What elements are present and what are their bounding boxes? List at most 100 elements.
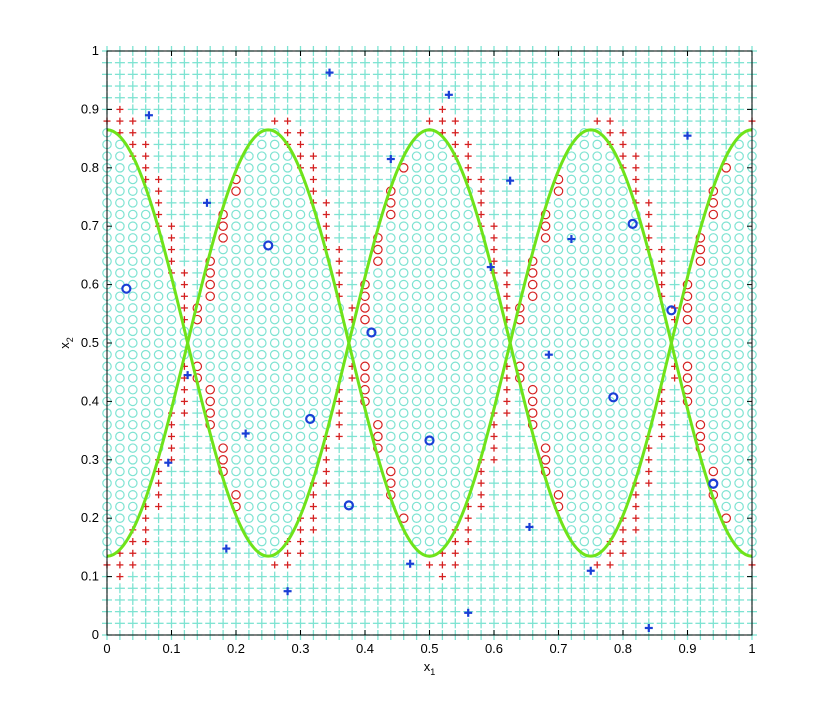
grid-circle-mark — [244, 244, 254, 255]
grid-circle-mark — [256, 478, 267, 488]
grid-circle-mark — [411, 349, 422, 360]
grid-circle-mark — [398, 233, 409, 243]
grid-circle-mark — [437, 151, 448, 161]
grid-circle-mark — [566, 291, 577, 302]
grid-circle-mark — [424, 174, 435, 185]
grid-circle-mark — [128, 408, 138, 418]
grid-circle-mark — [411, 478, 422, 488]
grid-circle-mark — [115, 139, 125, 150]
grid-circle-mark — [605, 244, 615, 255]
grid-circle-mark — [592, 501, 602, 512]
grid-circle-mark — [682, 326, 693, 337]
grid-circle-mark — [540, 408, 551, 418]
grid-circle-mark — [360, 303, 370, 313]
grid-circle-mark — [708, 466, 719, 477]
grid-circle-mark — [218, 233, 228, 243]
grid-circle-mark — [540, 431, 551, 442]
grid-circle-mark — [373, 361, 383, 372]
grid-circle-mark — [244, 408, 254, 418]
grid-circle-mark — [708, 338, 719, 348]
grid-circle-mark — [269, 384, 280, 395]
grid-circle-mark — [592, 536, 602, 547]
grid-circle-mark — [605, 163, 615, 173]
grid-circle-mark — [128, 478, 138, 488]
grid-circle-mark — [140, 349, 151, 360]
grid-circle-mark — [734, 338, 744, 348]
grid-circle-mark — [437, 314, 448, 325]
grid-circle-mark — [385, 373, 396, 383]
grid-circle-mark — [115, 454, 125, 465]
grid-circle-mark — [450, 361, 461, 372]
grid-circle-mark — [527, 384, 538, 395]
grid-circle-mark — [476, 338, 486, 348]
sample-circle — [608, 392, 619, 403]
grid-circle-mark — [218, 396, 228, 407]
x-tick-label: 0.5 — [420, 641, 438, 656]
grid-circle-mark — [631, 268, 641, 278]
grid-circle-mark — [321, 314, 332, 325]
grid-circle-mark — [592, 174, 602, 185]
grid-circle-mark — [424, 501, 435, 512]
grid-circle-mark — [450, 478, 461, 488]
grid-circle-mark — [579, 221, 590, 231]
grid-circle-mark — [398, 501, 409, 512]
grid-circle-mark — [256, 513, 267, 523]
grid-circle-mark — [463, 221, 473, 231]
grid-circle-mark — [579, 443, 590, 453]
grid-circle-mark — [398, 244, 409, 255]
grid-circle-mark — [411, 373, 422, 383]
grid-circle-mark — [553, 268, 564, 278]
grid-circle-mark — [295, 314, 306, 325]
grid-circle-mark — [269, 314, 280, 325]
grid-circle-mark — [128, 174, 138, 185]
grid-circle-mark — [424, 233, 435, 243]
grid-circle-mark — [605, 361, 615, 372]
grid-circle-mark — [411, 279, 422, 290]
grid-circle-mark — [592, 349, 602, 360]
grid-circle-mark — [566, 244, 577, 255]
grid-circle-mark — [373, 256, 383, 267]
grid-circle-mark — [308, 268, 319, 278]
grid-circle-mark — [450, 501, 461, 512]
grid-circle-mark — [231, 490, 241, 500]
grid-circle-mark — [566, 478, 577, 488]
grid-circle-mark — [140, 303, 151, 313]
grid-circle-mark — [269, 349, 280, 360]
grid-circle-mark — [128, 419, 138, 430]
grid-circle-mark — [476, 384, 486, 395]
grid-circle-mark — [605, 291, 615, 302]
grid-circle-mark — [398, 443, 409, 453]
grid-circle-mark — [476, 314, 486, 325]
grid-circle-mark — [579, 314, 590, 325]
grid-circle-mark — [527, 279, 538, 290]
grid-circle-mark — [553, 419, 564, 430]
grid-circle-mark — [321, 279, 332, 290]
grid-circle-mark — [269, 198, 280, 208]
grid-circle-mark — [282, 209, 293, 220]
sample-circle — [666, 305, 677, 316]
grid-circle-mark — [437, 419, 448, 430]
grid-circle-mark — [256, 139, 267, 150]
grid-circle-mark — [128, 466, 138, 477]
grid-circle-mark — [708, 431, 719, 442]
grid-circle-mark — [256, 361, 267, 372]
grid-circle-mark — [282, 338, 293, 348]
grid-circle-mark — [437, 326, 448, 337]
grid-circle-mark — [295, 221, 306, 231]
grid-circle-mark — [605, 151, 615, 161]
grid-circle-mark — [424, 466, 435, 477]
grid-circle-mark — [579, 198, 590, 208]
grid-circle-mark — [424, 373, 435, 383]
decision-boundary — [106, 128, 753, 558]
grid-circle-mark — [244, 256, 254, 267]
grid-circle-mark — [540, 338, 551, 348]
grid-circle-mark — [579, 268, 590, 278]
grid-circle-mark — [244, 501, 254, 512]
grid-circle-mark — [411, 419, 422, 430]
grid-circle-mark — [244, 338, 254, 348]
grid-circle-mark — [592, 466, 602, 477]
grid-circle-mark — [231, 478, 241, 488]
grid-circle-mark — [424, 198, 435, 208]
grid-circle-mark — [734, 431, 744, 442]
grid-circle-mark — [527, 396, 538, 407]
